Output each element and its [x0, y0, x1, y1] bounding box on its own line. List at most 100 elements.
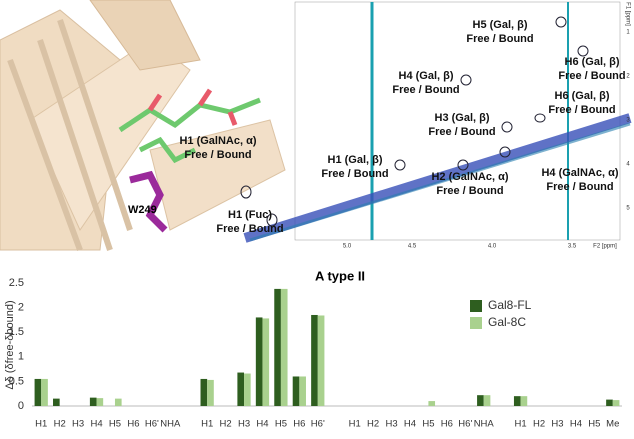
y-tick-label: 2.5	[9, 277, 24, 289]
bar	[89, 397, 97, 406]
x-tick-label: H3	[72, 419, 84, 430]
x-tick-label: Me	[606, 419, 619, 430]
residue-label: W249	[128, 204, 157, 216]
bar	[262, 318, 270, 406]
peak-name: H5 (Gal, β)	[473, 19, 528, 31]
f1-tick-label: 5	[626, 206, 630, 212]
y-tick-label: 0.5	[9, 375, 24, 387]
x-tick-label: NHA	[160, 419, 181, 430]
x-tick-label: H1	[35, 419, 47, 430]
peak-state: Free / Bound	[216, 223, 283, 235]
bar	[513, 396, 521, 406]
f2-tick-label: 4.5	[408, 244, 417, 250]
bar	[53, 398, 60, 406]
x-tick-label: H5	[422, 419, 434, 430]
bar	[114, 398, 122, 406]
f2-label: F2 [ppm]	[593, 244, 617, 250]
peak-state: Free / Bound	[321, 168, 388, 180]
f2-tick-label: 5.0	[343, 244, 352, 250]
legend-label: Gal8-FL	[488, 298, 532, 312]
bar	[612, 400, 620, 406]
bar	[311, 314, 318, 406]
x-tick-label: H5	[588, 419, 600, 430]
peak-state: Free / Bound	[436, 185, 503, 197]
f1-tick-label: 2	[626, 74, 630, 80]
peak-name: H4 (Gal, β)	[399, 70, 454, 82]
chart-title: A type II	[315, 268, 365, 283]
f2-tick-label: 3.5	[568, 244, 577, 250]
peak-name: H3 (Gal, β)	[435, 112, 490, 124]
bar	[207, 379, 214, 406]
f1-tick-label: 3	[626, 118, 630, 124]
legend-swatch	[470, 317, 482, 329]
f2-tick-label: 4.0	[488, 244, 497, 250]
bar	[200, 378, 208, 406]
x-tick-label: H1	[349, 419, 361, 430]
x-tick-label: H2	[220, 419, 232, 430]
peak-name: H6 (Gal, β)	[565, 56, 620, 68]
y-tick-label: 0	[18, 400, 24, 412]
x-tick-label: NHA	[474, 419, 495, 430]
x-tick-label: H5	[109, 419, 121, 430]
bar	[96, 398, 104, 406]
peak-name: H1 (Gal, β)	[328, 154, 383, 166]
protein-illustration: W249	[0, 0, 292, 252]
x-tick-label: H3	[238, 419, 250, 430]
peak-state: Free / Bound	[546, 181, 613, 193]
bar	[428, 401, 436, 406]
x-tick-label: H5	[275, 419, 287, 430]
nmr-spectrum	[240, 1, 632, 243]
y-tick-label: 2	[18, 302, 24, 314]
y-tick-label: 1.5	[9, 326, 24, 338]
x-tick-label: H1	[515, 419, 527, 430]
bar	[317, 315, 325, 406]
bar	[477, 395, 484, 406]
x-tick-label: H1	[201, 419, 213, 430]
peak-name: H1 (Fuc)	[228, 209, 272, 221]
legend-label: Gal-8C	[488, 315, 526, 329]
x-tick-label: H3	[385, 419, 397, 430]
x-tick-label: H3	[551, 419, 563, 430]
x-tick-label: H6'	[311, 419, 325, 430]
x-tick-label: H4	[90, 419, 102, 430]
bar	[280, 288, 288, 406]
x-tick-label: H6'	[145, 419, 159, 430]
bar	[244, 373, 251, 406]
f1-label: F1 [ppm]	[624, 2, 630, 26]
peak-state: Free / Bound	[184, 149, 251, 161]
x-tick-label: H2	[54, 419, 66, 430]
x-tick-label: H6	[441, 419, 453, 430]
peak-name: H1 (GalNAc, α)	[179, 135, 256, 147]
f1-tick-label: 1	[626, 30, 630, 36]
x-tick-label: H6'	[458, 419, 472, 430]
bar	[41, 378, 48, 406]
y-tick-label: 1	[18, 351, 24, 363]
bar	[483, 395, 491, 406]
x-tick-label: H4	[404, 419, 416, 430]
peak-state: Free / Bound	[548, 104, 615, 116]
bar	[606, 399, 613, 406]
peak-name: H4 (GalNAc, α)	[541, 167, 618, 179]
peak-state: Free / Bound	[392, 84, 459, 96]
bar	[237, 372, 245, 406]
bar	[274, 288, 281, 406]
bar	[34, 378, 42, 406]
bar	[520, 396, 528, 406]
peak-name: H6 (Gal, β)	[555, 90, 610, 102]
x-tick-label: H2	[533, 419, 545, 430]
peak-state: Free / Bound	[558, 70, 625, 82]
y-axis-label: Δδ (δfree-δbound)	[4, 300, 16, 389]
x-tick-label: H6	[127, 419, 139, 430]
bar	[255, 317, 263, 406]
peak-name: H2 (GalNAc, α)	[431, 171, 508, 183]
x-tick-label: H4	[570, 419, 582, 430]
x-tick-label: H4	[256, 419, 268, 430]
f1-tick-label: 4	[626, 162, 630, 168]
x-tick-label: H6	[293, 419, 305, 430]
bar	[292, 376, 300, 406]
legend-swatch	[470, 300, 482, 312]
peak-state: Free / Bound	[428, 126, 495, 138]
x-tick-label: H2	[367, 419, 379, 430]
peak-state: Free / Bound	[466, 33, 533, 45]
